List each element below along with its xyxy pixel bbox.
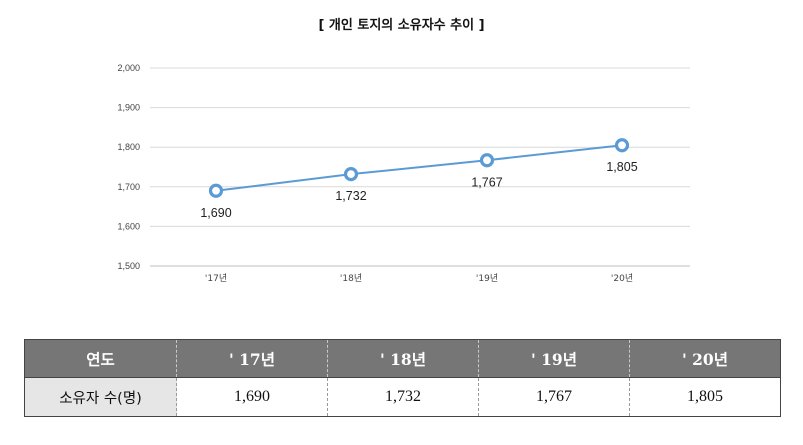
data-point [479,153,495,168]
table-row-label: 소유자 수(명) [24,377,177,417]
series-group [208,138,630,198]
data-label: 1,767 [471,175,502,189]
table-header-cell: ' 17년 [176,339,328,378]
data-point [208,183,224,198]
table-cell: 1,767 [478,377,630,417]
data-table: 연도 ' 17년 ' 18년 ' 19년 ' 20년 소유자 수(명) 1,69… [24,339,781,417]
data-point [614,138,630,153]
table-header-row: 연도 ' 17년 ' 18년 ' 19년 ' 20년 [24,339,781,378]
data-label: 1,732 [335,189,366,203]
table-cell: 1,690 [176,377,328,417]
x-tick-label: '19년 [476,273,498,284]
table-row: 소유자 수(명) 1,690 1,732 1,767 1,805 [24,377,781,417]
y-tick-label: 1,500 [117,261,140,271]
y-tick-label: 1,900 [117,103,140,113]
data-label: 1,805 [606,160,637,174]
data-label: 1,690 [200,206,231,220]
y-tick-label: 1,600 [117,221,140,231]
data-labels: 1,690 1,732 1,767 1,805 [200,160,637,220]
table-header-cell: ' 20년 [629,339,781,378]
table-header-cell: ' 19년 [478,339,630,378]
table-header-cell: ' 18년 [327,339,479,378]
x-tick-label: '18년 [340,273,362,284]
y-tick-label: 1,800 [117,142,140,152]
chart-title: [ 개인 토지의 소유자수 추이 ] [318,18,485,33]
x-axis-ticks: '17년 '18년 '19년 '20년 [205,273,633,284]
table-cell: 1,732 [327,377,479,417]
y-axis-ticks: 1,500 1,600 1,700 1,800 1,900 2,000 [117,63,140,271]
y-tick-label: 2,000 [117,63,140,73]
table-header-cell: 연도 [24,339,177,378]
y-tick-label: 1,700 [117,182,140,192]
table-cell: 1,805 [629,377,781,417]
x-tick-label: '20년 [611,273,633,284]
data-point [343,167,359,182]
series-line [215,144,623,192]
x-tick-label: '17년 [205,273,227,284]
